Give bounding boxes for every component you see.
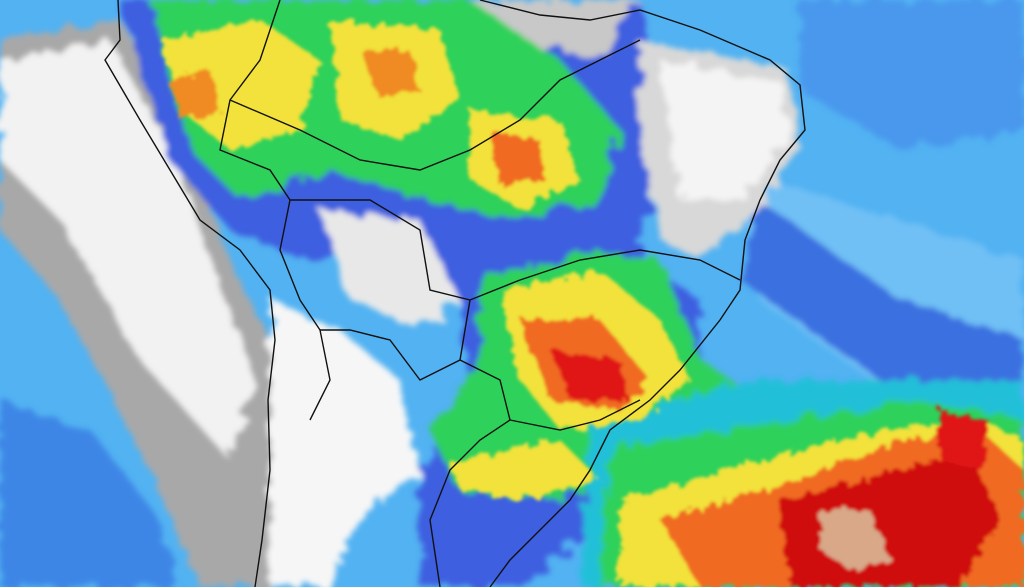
borders (104, 0, 806, 587)
heavy-rain-layer (160, 20, 1024, 587)
